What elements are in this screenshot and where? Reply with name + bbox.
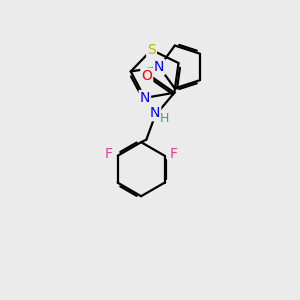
Text: H: H	[160, 112, 169, 124]
Text: N: N	[140, 91, 150, 105]
Text: O: O	[141, 68, 152, 83]
Text: S: S	[147, 43, 156, 57]
Text: F: F	[105, 147, 113, 161]
Text: F: F	[169, 147, 178, 161]
Text: N: N	[150, 106, 160, 120]
Text: N: N	[154, 60, 164, 74]
